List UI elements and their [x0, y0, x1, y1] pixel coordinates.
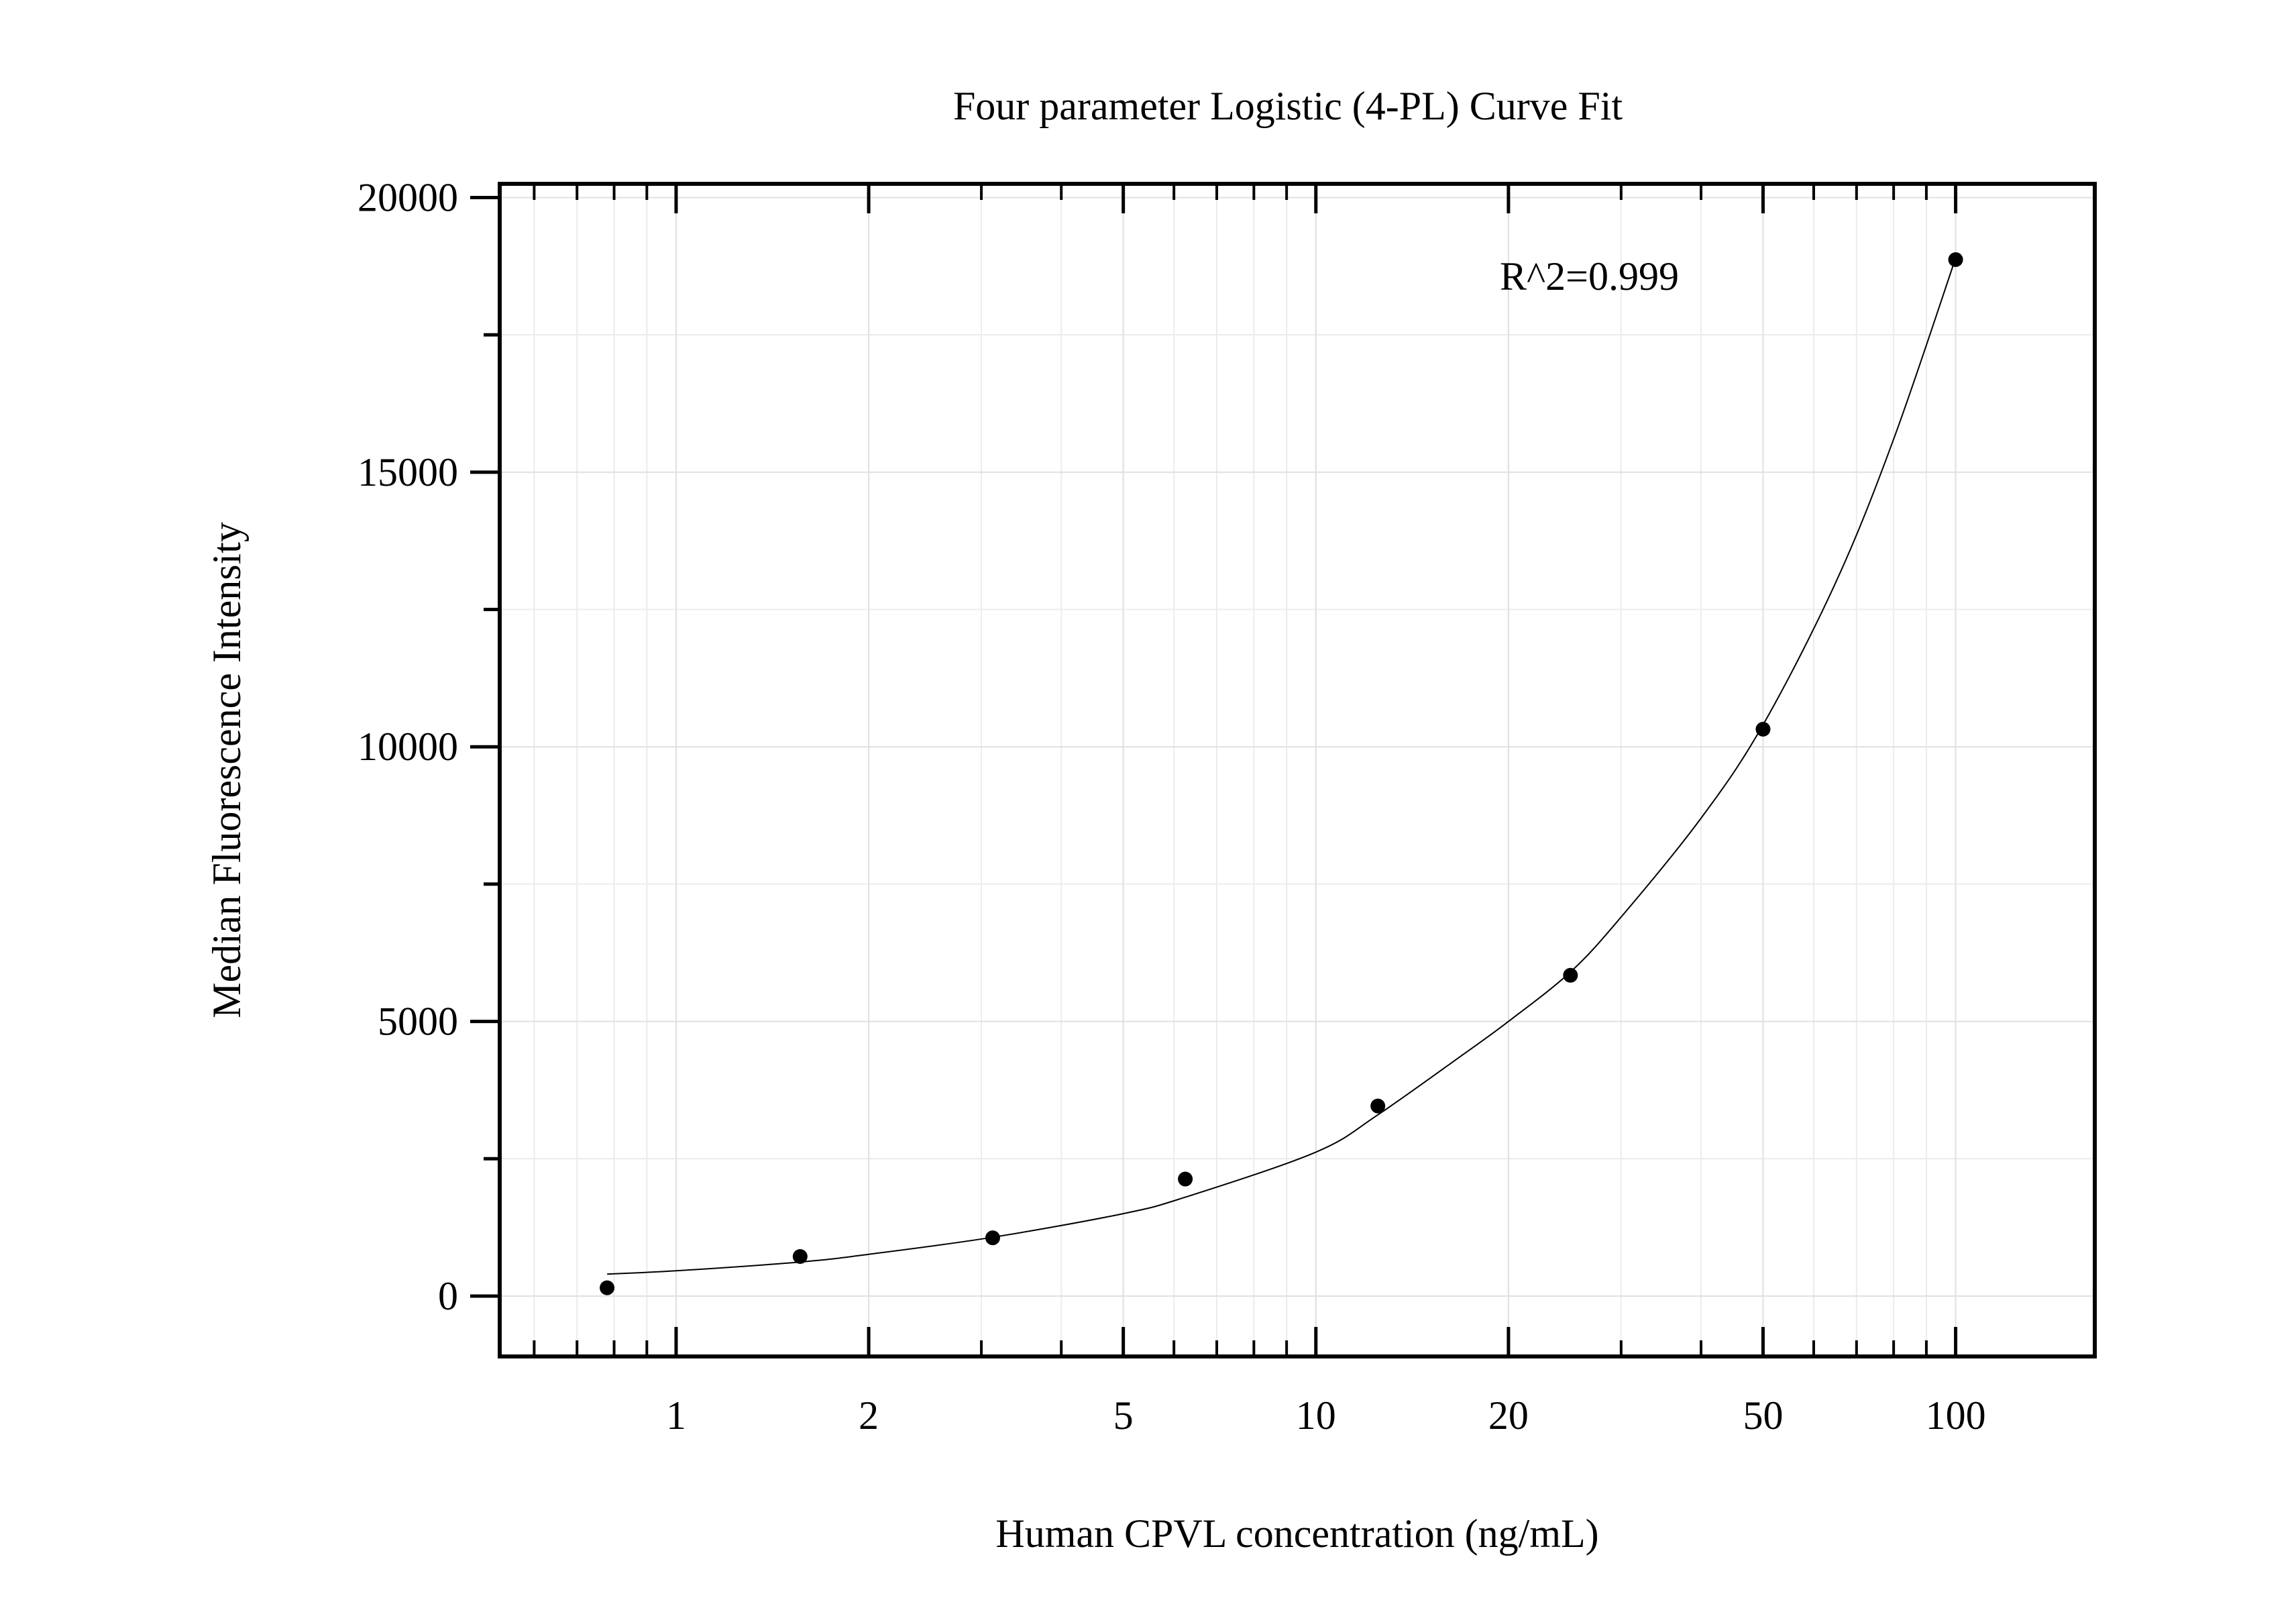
y-tick-label: 0: [438, 1274, 458, 1318]
y-tick-label: 5000: [378, 1000, 458, 1044]
axis-ticks: [470, 184, 1958, 1356]
y-tick-label: 20000: [358, 175, 458, 219]
data-point: [1563, 967, 1578, 983]
x-tick-label: 10: [1296, 1393, 1336, 1438]
data-point: [985, 1230, 1000, 1246]
x-tick-labels: 1 2 5 10 20 50 100: [666, 1393, 1986, 1438]
x-tick-label: 5: [1113, 1393, 1134, 1438]
data-point: [1370, 1098, 1386, 1114]
major-gridlines: [500, 184, 2095, 1356]
x-tick-label: 100: [1926, 1393, 1986, 1438]
x-tick-label: 20: [1488, 1393, 1529, 1438]
chart-title: Four parameter Logistic (4-PL) Curve Fit: [953, 84, 1623, 128]
x-axis-label: Human CPVL concentration (ng/mL): [995, 1511, 1598, 1556]
x-tick-label: 2: [859, 1393, 879, 1438]
y-tick-labels: 0 5000 10000 15000 20000: [358, 175, 458, 1318]
y-axis-label: Median Fluorescence Intensity: [205, 522, 249, 1018]
plot-frame: [498, 182, 2097, 1358]
fit-curve-line: [607, 258, 1957, 1275]
data-point: [600, 1280, 615, 1295]
x-tick-label: 1: [666, 1393, 686, 1438]
y-tick-label: 10000: [358, 725, 458, 769]
data-point: [1755, 722, 1771, 737]
data-points: [600, 252, 1963, 1295]
y-tick-label: 15000: [358, 450, 458, 494]
data-point: [1178, 1171, 1193, 1187]
data-point: [792, 1248, 808, 1264]
data-point: [1948, 252, 1963, 267]
r-squared-annotation: R^2=0.999: [1500, 254, 1679, 299]
x-tick-label: 50: [1743, 1393, 1783, 1438]
